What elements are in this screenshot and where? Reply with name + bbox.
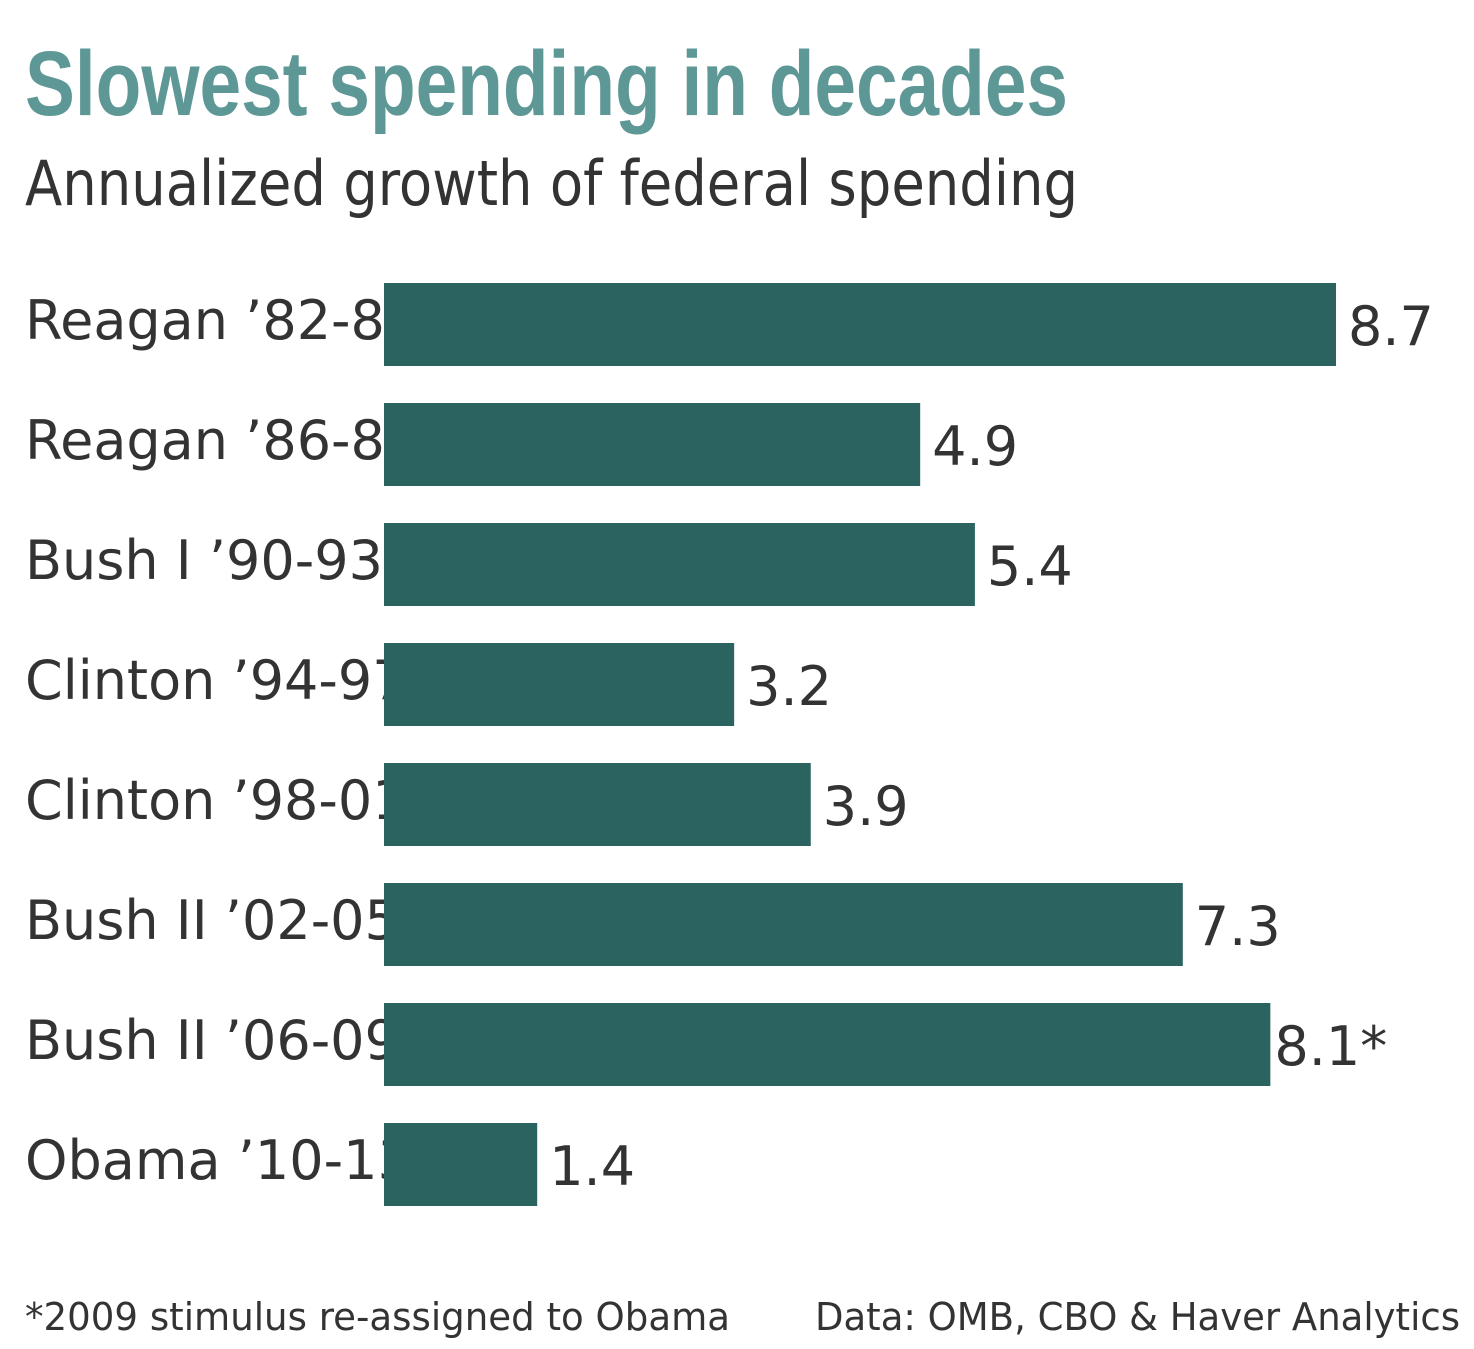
category-label: Reagan ’82-85 <box>25 289 419 352</box>
category-label: Clinton ’94-97 <box>25 649 407 712</box>
bar <box>384 883 1183 966</box>
data-label: 8.1* <box>1274 1015 1387 1078</box>
bar <box>384 403 921 486</box>
category-label: Clinton ’98-01 <box>25 769 407 832</box>
category-label: Bush II ’06-09 <box>25 1009 399 1072</box>
bar <box>384 643 735 726</box>
bar <box>384 283 1336 366</box>
data-label: 4.9 <box>932 415 1018 478</box>
data-label: 7.3 <box>1195 895 1281 958</box>
data-label: 1.4 <box>549 1135 635 1198</box>
bar <box>384 763 811 846</box>
data-label: 8.7 <box>1348 295 1434 358</box>
bars-group: Reagan ’82-85 8.7 Reagan ’86-89 4.9 Bush I ’… <box>25 283 1434 1206</box>
data-label: 5.4 <box>987 535 1073 598</box>
category-label: Bush I ’90-93 <box>25 529 383 592</box>
category-label: Obama ’10-13 <box>25 1129 412 1192</box>
chart-title: Slowest spending in decades <box>25 33 1068 135</box>
chart-subtitle: Annualized growth of federal spending <box>25 147 1078 220</box>
source-note: Data: OMB, CBO & Haver Analytics <box>815 1295 1460 1339</box>
bar <box>384 523 975 606</box>
bar <box>384 1003 1271 1086</box>
data-label: 3.2 <box>746 655 832 718</box>
bar <box>384 1123 538 1206</box>
footnote: *2009 stimulus re-assigned to Obama <box>25 1295 730 1339</box>
data-label: 3.9 <box>823 775 909 838</box>
category-label: Reagan ’86-89 <box>25 409 419 472</box>
category-label: Bush II ’02-05 <box>25 889 399 952</box>
